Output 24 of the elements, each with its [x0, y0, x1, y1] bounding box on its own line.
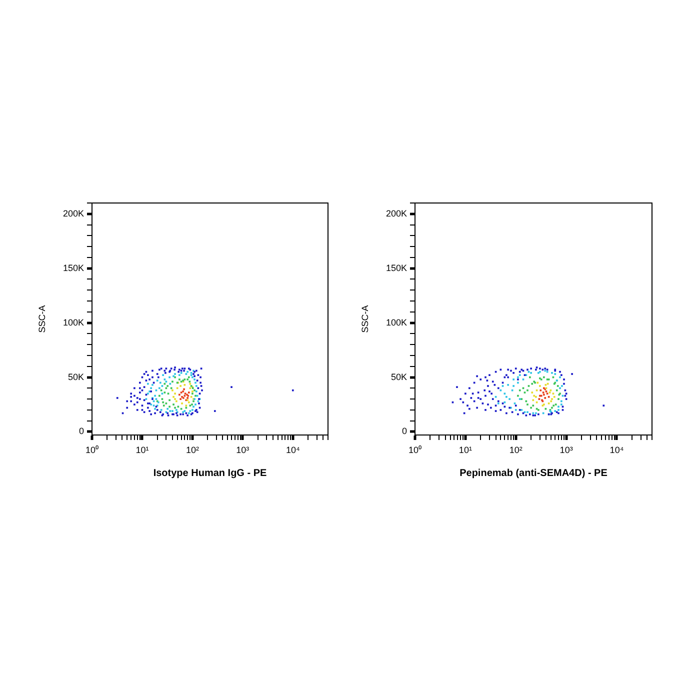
y-tick-label: 200K — [62, 208, 84, 218]
x-tick-label: 10³ — [236, 444, 250, 455]
x-axis-title: Pepinemab (anti-SEMA4D) - PE — [460, 468, 608, 479]
x-tick-label: 10⁴ — [286, 444, 300, 455]
y-tick-label: 50K — [390, 372, 407, 382]
y-tick-label: 150K — [386, 262, 407, 273]
y-axis-title: SSC-A — [36, 305, 47, 333]
y-tick-label: 0 — [402, 426, 407, 436]
y-axis-title: SSC-A — [360, 305, 370, 333]
y-tick-label: 0 — [78, 426, 84, 436]
x-tick-label: 10⁴ — [610, 444, 624, 455]
x-axis-title: Isotype Human IgG - PE — [153, 468, 267, 479]
x-tick-label: 10¹ — [136, 444, 149, 455]
x-tick-label: 10² — [186, 444, 199, 455]
x-tick-label: 10⁰ — [85, 444, 99, 455]
y-tick-label: 200K — [386, 208, 407, 218]
y-tick-label: 150K — [62, 262, 84, 273]
y-tick-label: 100K — [386, 317, 407, 328]
y-tick-label: 50K — [68, 372, 84, 382]
x-tick-label: 10³ — [560, 444, 573, 455]
x-tick-label: 10⁰ — [408, 444, 422, 455]
x-tick-label: 10¹ — [458, 444, 472, 455]
y-tick-label: 100K — [62, 317, 84, 328]
x-tick-label: 10² — [509, 444, 522, 455]
